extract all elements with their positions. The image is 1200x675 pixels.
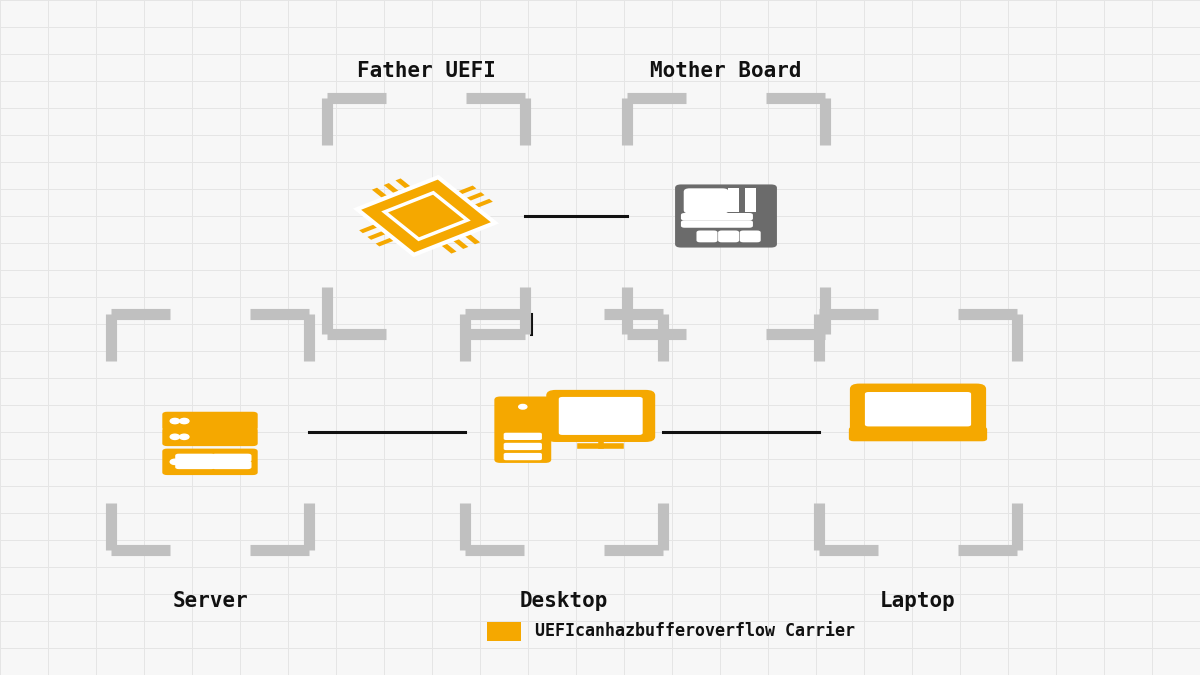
FancyBboxPatch shape	[162, 449, 258, 475]
Polygon shape	[464, 192, 485, 201]
Polygon shape	[372, 188, 389, 199]
Bar	[677, 209, 685, 213]
FancyBboxPatch shape	[162, 412, 258, 431]
FancyBboxPatch shape	[680, 213, 752, 221]
FancyBboxPatch shape	[211, 454, 252, 462]
Circle shape	[180, 434, 188, 439]
FancyBboxPatch shape	[175, 454, 215, 462]
Text: Desktop: Desktop	[520, 591, 608, 611]
Polygon shape	[384, 183, 400, 194]
Polygon shape	[452, 238, 468, 249]
FancyBboxPatch shape	[848, 427, 988, 441]
FancyBboxPatch shape	[494, 396, 551, 463]
Polygon shape	[440, 242, 456, 254]
Polygon shape	[463, 233, 480, 244]
Text: Father UEFI: Father UEFI	[356, 61, 496, 81]
FancyBboxPatch shape	[504, 443, 542, 450]
Text: UEFIcanhazbufferoverflow Carrier: UEFIcanhazbufferoverflow Carrier	[535, 622, 856, 640]
Polygon shape	[358, 178, 494, 254]
FancyBboxPatch shape	[680, 220, 752, 227]
Text: Laptop: Laptop	[880, 591, 956, 611]
Bar	[677, 219, 685, 223]
FancyBboxPatch shape	[684, 188, 728, 213]
Circle shape	[170, 434, 180, 439]
Polygon shape	[456, 186, 476, 195]
Polygon shape	[367, 231, 388, 240]
Circle shape	[180, 459, 188, 464]
Polygon shape	[473, 199, 493, 208]
Text: Mother Board: Mother Board	[650, 61, 802, 81]
Circle shape	[170, 418, 180, 424]
FancyBboxPatch shape	[504, 453, 542, 460]
FancyBboxPatch shape	[211, 460, 252, 469]
FancyBboxPatch shape	[487, 622, 521, 641]
FancyBboxPatch shape	[504, 433, 542, 440]
FancyBboxPatch shape	[865, 392, 971, 427]
FancyBboxPatch shape	[175, 460, 215, 469]
Polygon shape	[359, 224, 379, 233]
FancyBboxPatch shape	[696, 230, 718, 242]
Bar	[745, 188, 756, 212]
FancyBboxPatch shape	[559, 397, 643, 435]
FancyBboxPatch shape	[676, 184, 776, 248]
Text: Server: Server	[172, 591, 248, 611]
Polygon shape	[385, 193, 467, 239]
Circle shape	[180, 418, 188, 424]
Polygon shape	[376, 237, 396, 246]
FancyBboxPatch shape	[718, 230, 739, 242]
Circle shape	[518, 404, 527, 409]
FancyBboxPatch shape	[850, 383, 986, 435]
Bar	[677, 200, 685, 203]
FancyBboxPatch shape	[162, 427, 258, 446]
FancyBboxPatch shape	[546, 390, 655, 442]
FancyBboxPatch shape	[739, 230, 761, 242]
Bar	[727, 188, 739, 212]
Polygon shape	[396, 178, 412, 190]
Circle shape	[170, 459, 180, 464]
